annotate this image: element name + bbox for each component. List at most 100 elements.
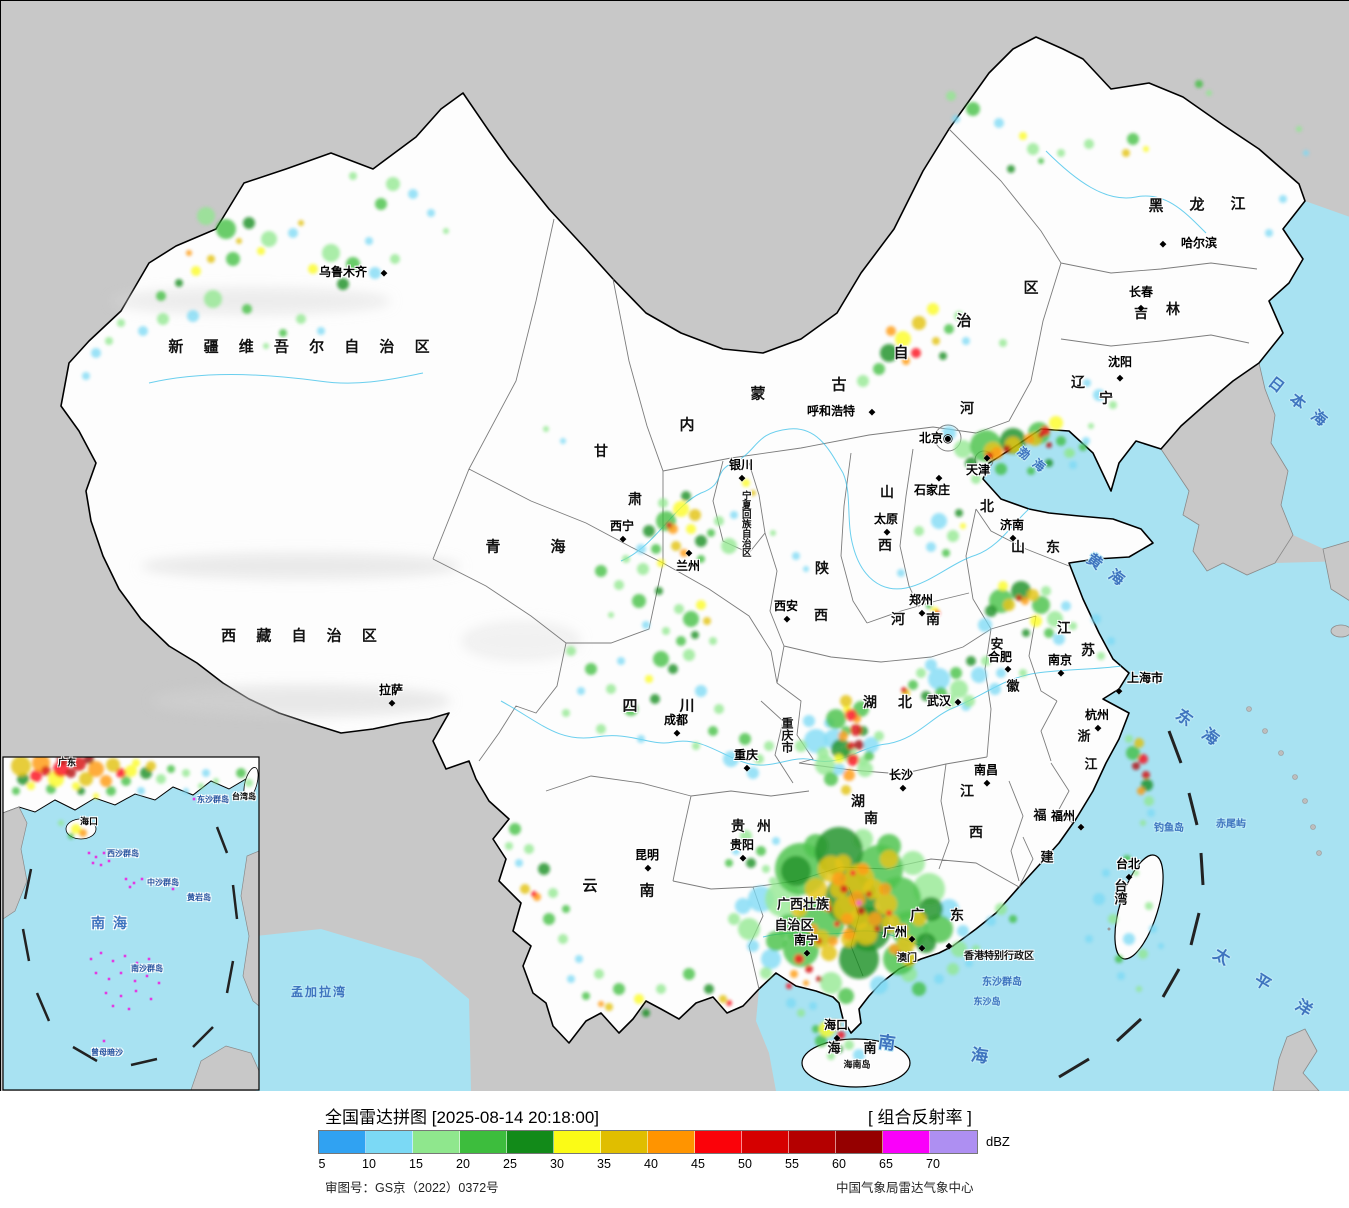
legend-tick-label: 70 (926, 1157, 940, 1171)
echo-blob (914, 526, 924, 536)
echo-blob (966, 656, 976, 666)
echo-blob (598, 1001, 604, 1007)
echo-blob (105, 337, 113, 345)
echo-blob (543, 913, 555, 925)
echo-blob (833, 763, 845, 775)
echo-blob (1133, 870, 1139, 876)
echo-blob (704, 984, 714, 994)
echo-blob (182, 769, 190, 777)
echo-blob (1041, 586, 1051, 596)
echo-blob (939, 899, 959, 919)
legend-panel: 全国雷达拼图 [2025-08-14 20:18:00] [ 组合反射率 ] d… (0, 1091, 1349, 1208)
echo-blob (683, 611, 699, 627)
echo-blob (832, 872, 846, 886)
echo-blob (854, 740, 864, 750)
echo-blob (1137, 787, 1145, 795)
echo-blob (931, 513, 947, 529)
echo-blob (912, 316, 926, 330)
sea-layer (256, 201, 1349, 1091)
echo-blob (11, 757, 31, 776)
legend-tick-label: 65 (879, 1157, 893, 1171)
echo-blob (874, 926, 880, 932)
echo-blob (1084, 139, 1094, 149)
echo-blob (1195, 80, 1203, 88)
echo-blob (772, 837, 780, 845)
echo-blob (966, 102, 980, 116)
echo-blob (913, 873, 945, 905)
reef-dot (134, 989, 138, 993)
echo-blob (41, 766, 51, 776)
echo-blob (830, 1020, 840, 1030)
reef-dot (159, 964, 163, 968)
echo-blob (1143, 146, 1149, 152)
echo-blob (575, 955, 583, 963)
sea-japan-sea (1259, 201, 1349, 561)
echo-blob (204, 290, 222, 308)
echo-blob (175, 279, 183, 287)
echo-blob (926, 542, 936, 552)
echo-blob (898, 924, 908, 934)
echo-blob (202, 769, 210, 777)
echo-blob (740, 830, 752, 842)
echo-blob (191, 266, 201, 276)
echo-blob (1145, 902, 1153, 910)
echo-blob (714, 704, 724, 714)
echo-blob (226, 252, 240, 266)
echo-blob (624, 702, 638, 716)
echo-blob (1117, 972, 1125, 980)
echo-blob (697, 555, 705, 563)
echo-blob (116, 768, 126, 778)
echo-blob (985, 605, 997, 617)
inset-nine-dash-line (21, 826, 239, 1067)
map-area[interactable]: 新 疆 维 吾 尔 自 治 区西 藏 自 治 区青海甘肃内蒙古自治区黑龙江吉林辽… (0, 0, 1349, 1092)
echo-blob (695, 685, 707, 697)
reef-dot (99, 951, 103, 955)
echo-blob (843, 928, 855, 940)
foreign-land-layer (1160, 362, 1349, 1092)
echo-blob (978, 618, 992, 632)
echo-blob (703, 617, 711, 625)
echo-blob (830, 880, 848, 898)
echo-blob (853, 1049, 865, 1061)
echo-blob (680, 549, 688, 557)
echo-blob (100, 775, 112, 787)
echo-blob (1149, 925, 1157, 933)
echo-blob (826, 906, 832, 912)
echo-blob (950, 667, 962, 679)
echo-blob (543, 426, 549, 432)
echo-blob (346, 257, 360, 271)
echo-blob (138, 326, 148, 336)
echo-blob (840, 885, 848, 893)
echo-blob (916, 933, 936, 953)
echo-blob (12, 787, 20, 795)
legend-segment (742, 1131, 789, 1153)
echo-blob (632, 594, 646, 608)
echo-blob (985, 452, 993, 460)
reef-dot (123, 954, 127, 958)
echo-blob (803, 715, 815, 727)
echo-blob (725, 859, 733, 867)
echo-blob (965, 959, 973, 967)
echo-blob (994, 118, 1004, 128)
echo-blob (1053, 633, 1065, 645)
echo-blob (1134, 738, 1144, 748)
reef-dot (171, 887, 175, 891)
echo-blob (72, 757, 86, 771)
echo-blob (826, 709, 846, 729)
echo-blob (132, 759, 140, 767)
echo-blob (843, 769, 855, 781)
echo-blob (839, 939, 879, 979)
echo-blob (857, 901, 861, 905)
echo-blob (57, 757, 69, 765)
echo-blob (505, 842, 513, 850)
echo-blob (1136, 986, 1142, 992)
echo-blob (901, 851, 925, 875)
echo-blob (689, 509, 701, 521)
echo-blob (1093, 893, 1105, 905)
echo-blob (1091, 614, 1101, 624)
echo-blob (137, 787, 145, 795)
echo-blob (971, 667, 987, 683)
echo-blob (322, 244, 340, 262)
echo-blob (803, 566, 809, 572)
echo-blob (375, 198, 387, 210)
